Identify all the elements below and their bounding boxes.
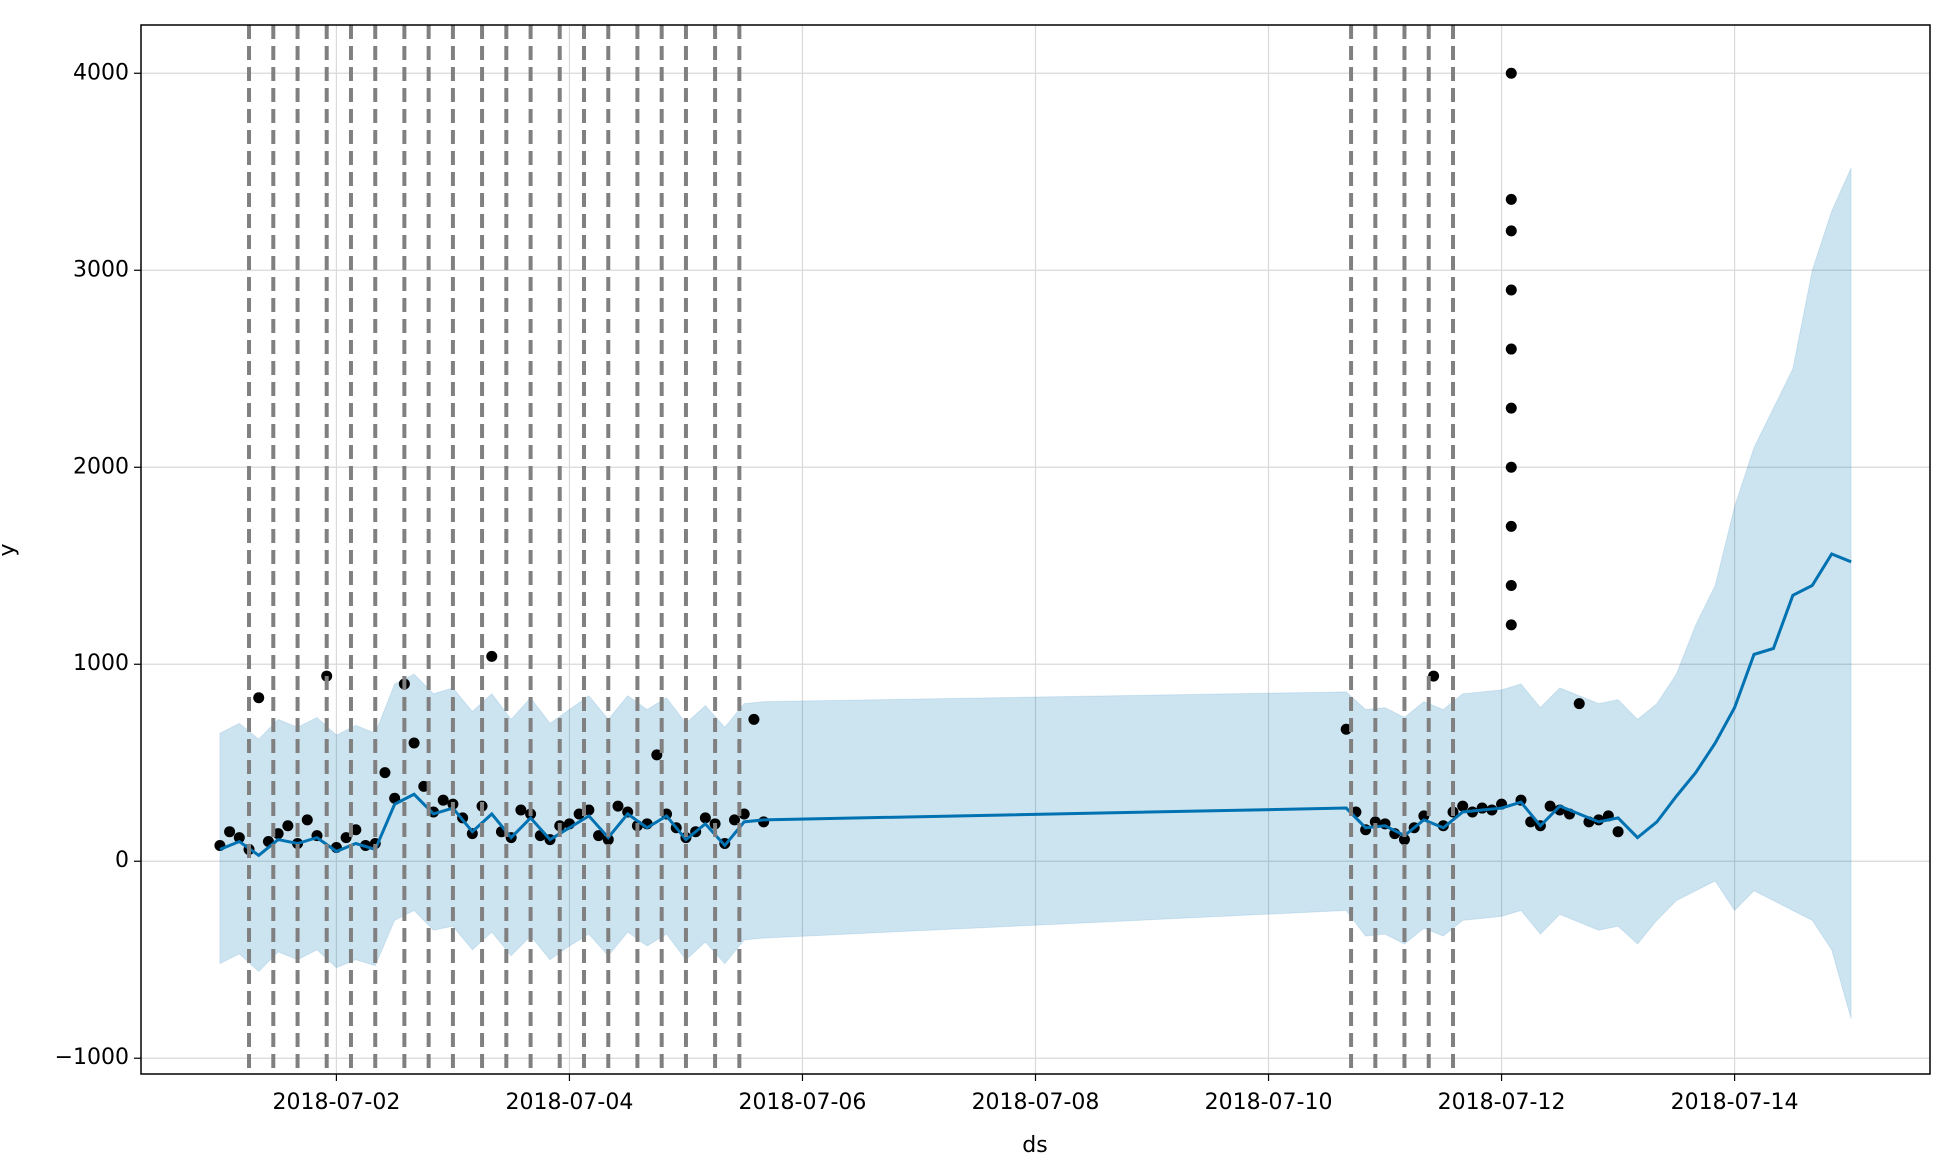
observed-point <box>1544 800 1556 812</box>
observed-point <box>729 814 741 826</box>
observed-point <box>389 792 401 804</box>
observed-point <box>1369 816 1381 828</box>
observed-point <box>738 808 750 820</box>
observed-point <box>758 816 770 828</box>
observed-point <box>224 826 236 838</box>
forecast-line <box>219 552 1852 858</box>
y-tick-label: 1000 <box>73 651 129 676</box>
observed-point <box>1437 820 1449 832</box>
x-tick-label: 2018-07-02 <box>272 1090 400 1115</box>
x-tick-label: 2018-07-08 <box>972 1090 1100 1115</box>
x-tick-label: 2018-07-12 <box>1438 1090 1566 1115</box>
observed-point <box>1398 834 1410 846</box>
y-tick-label: 4000 <box>73 60 129 85</box>
observed-point <box>583 804 595 816</box>
plot-layer: −1000 0 1000 2000 3000 4000 2018-07-02 2018-07-… <box>55 25 1930 1115</box>
observed-point <box>1505 579 1517 591</box>
observed-point <box>748 713 760 725</box>
observed-point <box>1505 520 1517 532</box>
observed-point <box>1505 619 1517 631</box>
observed-point <box>282 820 294 832</box>
y-tick-label: 3000 <box>73 257 129 282</box>
observed-point <box>486 650 498 662</box>
observed-point <box>340 832 352 844</box>
x-tick-label: 2018-07-04 <box>506 1090 634 1115</box>
observed-point <box>1505 67 1517 79</box>
observed-point <box>573 808 585 820</box>
y-tick-label: 0 <box>115 848 129 873</box>
x-axis-label: ds <box>1022 1133 1047 1158</box>
x-tick-label: 2018-07-06 <box>739 1090 867 1115</box>
observed-point <box>1505 343 1517 355</box>
observed-point <box>1505 284 1517 296</box>
y-axis-label: y <box>0 543 20 556</box>
observed-point <box>612 800 624 812</box>
observed-point <box>1340 723 1352 735</box>
observed-point <box>1505 193 1517 205</box>
observed-point <box>1505 225 1517 237</box>
observed-point <box>1612 826 1624 838</box>
observed-point <box>301 814 313 826</box>
observed-point <box>253 692 265 704</box>
observed-point <box>1505 402 1517 414</box>
observed-point <box>515 804 527 816</box>
y-tick-label: −1000 <box>55 1045 129 1070</box>
observed-point <box>1573 698 1585 710</box>
plot-frame <box>140 24 1931 1075</box>
observed-point <box>379 767 391 779</box>
observed-point <box>1505 461 1517 473</box>
observed-point <box>272 828 284 840</box>
x-tick-label: 2018-07-14 <box>1671 1090 1799 1115</box>
observed-point <box>437 794 449 806</box>
observed-point <box>418 780 430 792</box>
observed-point <box>651 749 663 761</box>
observed-point <box>233 832 245 844</box>
observed-point <box>1418 810 1430 822</box>
observed-point <box>699 812 711 824</box>
observed-point <box>593 830 605 842</box>
observed-point <box>350 824 362 836</box>
y-tick-label: 2000 <box>73 454 129 479</box>
observed-point <box>1457 800 1469 812</box>
observed-point <box>1428 670 1440 682</box>
x-tick-label: 2018-07-10 <box>1205 1090 1333 1115</box>
observed-point <box>408 737 420 749</box>
